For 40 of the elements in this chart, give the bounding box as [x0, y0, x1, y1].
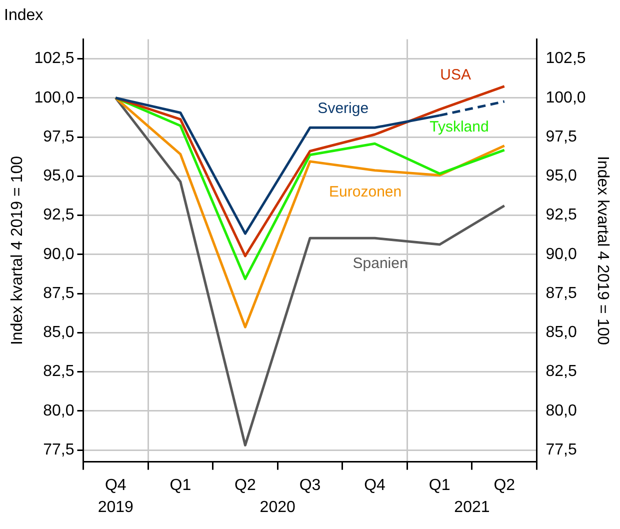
- x-tick-label: Q1: [428, 476, 450, 494]
- y-tick-label: 77,5: [43, 441, 74, 458]
- x-tick-label: Q3: [299, 476, 321, 494]
- x-tick-label: Q1: [170, 476, 192, 494]
- y2-tick-label: 92,5: [546, 206, 578, 224]
- y2-tick-label: 90,0: [546, 246, 578, 263]
- y2-tick-label: 87,5: [546, 284, 578, 302]
- y2-axis-title: Index kvartal 4 2019 = 100: [594, 156, 611, 346]
- series-label: Sverige: [318, 100, 369, 118]
- y-tick-label: 92,5: [43, 206, 74, 224]
- y2-tick-label: 97,5: [546, 128, 578, 146]
- chart-title: Index: [4, 7, 44, 24]
- y2-tick-label: 82,5: [546, 363, 578, 380]
- x-tick-label: Q2: [494, 476, 516, 494]
- y2-tick-label: 80,0: [546, 402, 578, 420]
- y-tick-label: 87,5: [43, 284, 74, 302]
- text: 2021: [454, 499, 490, 516]
- y2-tick-label: 102,5: [546, 50, 586, 68]
- y2-tick-label: 95,0: [546, 168, 578, 185]
- x-tick-label: Q4: [104, 476, 126, 494]
- y2-tick-label: 77,5: [546, 441, 578, 458]
- series-label: Spanien: [352, 255, 408, 272]
- y-tick-label: 85,0: [43, 324, 74, 342]
- y-tick-label: 100,0: [34, 89, 74, 106]
- y-tick-label: 80,0: [43, 402, 74, 420]
- y-axis-title: Index kvartal 4 2019 = 100: [9, 156, 26, 346]
- text: 2020: [260, 499, 296, 516]
- x-tick-label: Q4: [364, 476, 386, 494]
- y2-tick-label: 100,0: [546, 89, 586, 106]
- y-tick-label: 102,5: [34, 50, 74, 68]
- series-label: Eurozonen: [329, 183, 402, 200]
- series-label: USA: [440, 66, 471, 84]
- y-tick-label: 90,0: [43, 246, 74, 263]
- y-tick-label: 82,5: [43, 363, 74, 380]
- series-label: Tyskland: [430, 118, 489, 136]
- x-tick-label: Q2: [234, 476, 256, 494]
- y2-tick-label: 85,0: [546, 324, 578, 342]
- text: 2019: [98, 499, 134, 516]
- y-tick-label: 95,0: [43, 168, 74, 185]
- y-tick-label: 97,5: [43, 128, 74, 146]
